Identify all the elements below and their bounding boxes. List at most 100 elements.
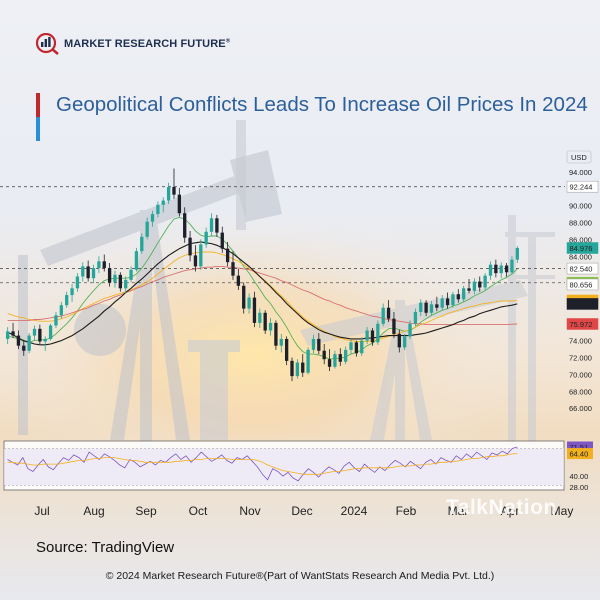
candle-body (402, 336, 407, 348)
last-value-badge (566, 180, 599, 193)
candle-body (333, 354, 337, 367)
candle-body (43, 338, 47, 342)
candle-body (225, 248, 230, 263)
candle-body (370, 330, 375, 343)
candle-body (134, 251, 139, 270)
candle-body (177, 194, 182, 214)
candle-body (301, 362, 305, 373)
currency-label: USD (571, 153, 587, 162)
candle-body (242, 285, 246, 309)
candle-body (172, 187, 176, 195)
candle-body (456, 294, 460, 300)
candle-body (38, 328, 42, 342)
candle-body (54, 315, 58, 326)
candle-body (284, 338, 289, 361)
moving-average-line-3 (7, 265, 518, 326)
candle-body (16, 335, 21, 346)
month-label: Mar (448, 504, 469, 518)
candle-body (376, 323, 380, 343)
candle-body (59, 305, 63, 316)
candle-body (435, 304, 439, 308)
candle-body (215, 218, 219, 233)
candle-body (494, 264, 498, 274)
candle-body (6, 331, 10, 339)
candle-body (386, 307, 391, 319)
page-title: Geopolitical Conflicts Leads To Increase… (56, 93, 588, 116)
candle-body (48, 325, 53, 339)
rsi-tick-label: 64.40 (570, 450, 589, 459)
candle-body (145, 221, 149, 237)
candle-body (193, 255, 198, 267)
candle-body (397, 333, 401, 348)
candle-body (258, 312, 262, 323)
candle-body (274, 322, 278, 346)
candle-body (161, 200, 165, 205)
candle-body (252, 297, 257, 323)
candle-body (483, 275, 487, 288)
candle-body (419, 302, 423, 312)
brand-name: MARKET RESEARCH FUTURE® (64, 38, 231, 50)
month-label: 2024 (341, 504, 368, 518)
month-label: Aug (83, 504, 104, 518)
last-value-label: 80.656 (570, 280, 593, 289)
candle-body (510, 259, 514, 273)
rsi-ma-line (7, 453, 518, 475)
moving-average-line-1 (7, 216, 518, 360)
candle-body (236, 275, 241, 286)
pump-tower-center-silhouette (188, 120, 246, 440)
candle-body (343, 349, 348, 362)
candle-body (166, 187, 171, 201)
candle-body (220, 232, 224, 249)
month-label: Nov (239, 504, 260, 518)
last-value-badge (566, 242, 599, 254)
candle-body (140, 236, 144, 252)
moving-average-line-4 (7, 241, 518, 346)
price-tick-label: 72.000 (569, 354, 592, 363)
candle-body (429, 304, 434, 313)
month-label: May (551, 504, 574, 518)
candle-body (129, 269, 133, 280)
price-tick-label: 88.000 (569, 219, 592, 228)
candle-body (413, 311, 418, 324)
candle-body (499, 265, 503, 274)
candle-body (150, 214, 155, 222)
logo-icon (36, 33, 59, 55)
month-label: Jul (34, 504, 49, 518)
title-accent-bar (36, 93, 40, 141)
last-value-badge (566, 262, 599, 275)
candle-body (75, 276, 80, 289)
candle-body (360, 340, 364, 354)
candle-body (515, 248, 519, 260)
candle-body (440, 298, 444, 308)
rsi-value-badge (567, 448, 593, 460)
candle-body (188, 237, 192, 256)
candle-body (65, 295, 69, 306)
candle-body (107, 268, 112, 283)
candle-body (327, 359, 332, 367)
candle-body (349, 342, 353, 350)
candle-body (467, 288, 471, 291)
last-value-label: 82.540 (570, 265, 593, 274)
candle-body (488, 264, 493, 276)
last-value-label: 84.976 (570, 244, 593, 253)
price-tick-label: 94.000 (569, 168, 592, 177)
candle-body (124, 279, 128, 289)
candle-body (322, 350, 326, 360)
candle-body (317, 338, 321, 351)
candle-body (392, 318, 396, 334)
candle-body (113, 274, 117, 283)
source-note: Source: TradingView (36, 539, 175, 556)
candle-body (204, 231, 208, 245)
last-value-badge (566, 318, 599, 330)
candle-body (268, 322, 273, 331)
candle-body (338, 354, 342, 362)
candle-body (504, 265, 509, 273)
candle-body (247, 297, 251, 309)
candle-body (86, 266, 90, 279)
candle-body (70, 288, 74, 296)
candle-body (478, 281, 482, 288)
candle-body (451, 294, 455, 306)
candle-body (156, 204, 160, 215)
currency-badge (566, 150, 592, 164)
